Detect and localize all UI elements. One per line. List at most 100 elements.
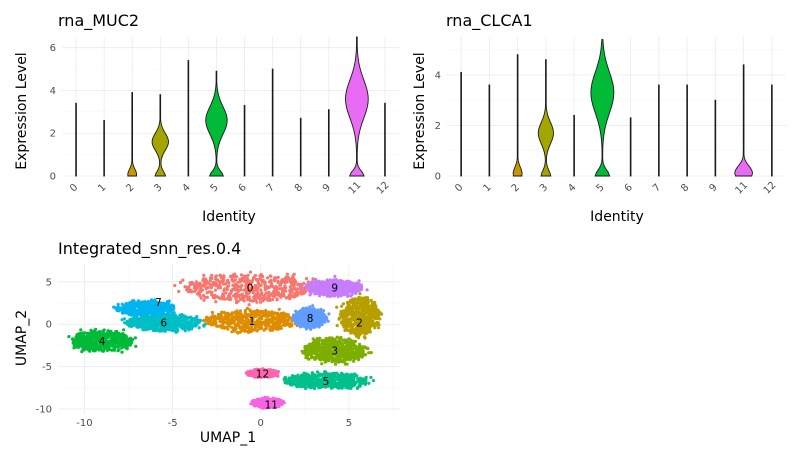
umap-point	[227, 292, 231, 296]
umap-point	[145, 320, 149, 324]
umap-point	[293, 377, 297, 381]
muc2-x-tick-label: 5	[209, 182, 221, 194]
umap-point	[302, 374, 307, 378]
umap-point	[225, 287, 229, 292]
umap-point	[365, 307, 369, 311]
muc2-violin-7	[271, 68, 274, 177]
umap-point	[127, 308, 131, 312]
umap-point	[158, 306, 162, 310]
umap-point	[242, 323, 246, 327]
umap-point	[292, 295, 296, 299]
umap-point	[348, 378, 352, 382]
umap-point	[305, 306, 309, 310]
umap-point	[339, 373, 343, 377]
umap-point	[268, 313, 272, 317]
umap-point	[265, 322, 270, 326]
umap-point	[335, 335, 339, 339]
umap-point	[373, 302, 377, 307]
umap-point	[291, 279, 295, 283]
umap-point	[202, 293, 206, 298]
umap-point	[210, 310, 214, 315]
umap-point	[177, 289, 181, 294]
umap-point	[191, 323, 195, 327]
umap-point	[267, 290, 271, 294]
umap-point	[196, 292, 200, 296]
umap-point	[72, 341, 76, 345]
umap-point	[227, 297, 231, 301]
umap-point	[329, 339, 333, 343]
umap-point	[302, 290, 306, 294]
umap-point	[339, 335, 343, 340]
umap-cluster-6	[120, 311, 207, 334]
umap-point	[112, 337, 117, 342]
umap-point	[343, 362, 347, 366]
umap-point	[295, 385, 299, 389]
umap-point	[230, 312, 234, 316]
umap-point	[318, 372, 322, 376]
umap-cluster-8	[290, 304, 331, 331]
clca1-x-tick-label: 4	[566, 182, 578, 194]
umap-point	[137, 311, 141, 315]
umap-point	[247, 295, 251, 299]
umap-point	[163, 326, 167, 330]
umap-point	[354, 344, 358, 348]
umap-point	[211, 294, 215, 298]
umap-point	[252, 275, 256, 279]
umap-point	[220, 310, 225, 314]
umap-point	[347, 348, 351, 352]
umap-point	[347, 352, 351, 356]
clca1-x-tick-label: 3	[538, 182, 550, 194]
umap-point	[309, 353, 313, 357]
umap-point	[131, 307, 135, 311]
umap-point	[294, 317, 298, 321]
umap-point	[105, 341, 109, 345]
umap-point	[227, 315, 231, 319]
umap-point	[244, 325, 248, 329]
umap-point	[79, 337, 83, 341]
umap-point	[347, 356, 351, 360]
umap-point	[267, 285, 271, 290]
umap-point	[377, 313, 381, 317]
umap-point	[116, 336, 120, 340]
umap-point	[129, 342, 133, 346]
umap-point	[344, 328, 348, 332]
umap-point	[294, 280, 298, 284]
umap-point	[360, 355, 364, 359]
umap-point	[297, 322, 301, 326]
umap-point	[94, 344, 98, 348]
umap-point	[262, 280, 267, 284]
umap-point	[317, 352, 321, 356]
umap-point	[350, 351, 354, 355]
umap-point	[210, 290, 214, 294]
umap-point	[327, 350, 331, 354]
clca1-x-tick-label: 1	[481, 182, 493, 194]
umap-point	[214, 300, 218, 304]
umap-point	[289, 383, 293, 387]
umap-point	[161, 323, 165, 327]
umap-point	[91, 341, 95, 345]
umap-point	[320, 362, 324, 366]
umap-point	[335, 324, 339, 328]
umap-point	[124, 336, 128, 340]
umap-point	[343, 382, 347, 386]
umap-point	[230, 277, 234, 281]
umap-point	[240, 318, 244, 322]
umap-point	[243, 311, 247, 315]
umap-point	[256, 280, 260, 284]
umap-point	[156, 303, 160, 307]
umap-point	[200, 288, 205, 292]
umap-point	[358, 377, 363, 381]
umap-point	[111, 344, 115, 348]
umap-point	[71, 338, 75, 342]
umap-point	[370, 302, 374, 306]
umap-point	[239, 321, 243, 325]
umap-point	[358, 342, 362, 346]
umap-point	[313, 383, 318, 387]
clca1-x-tick-label: 7	[651, 182, 663, 194]
clca1-y-axis-title: Expression Level	[412, 52, 428, 169]
umap-point	[94, 338, 98, 342]
clca1-violin-5	[590, 39, 615, 177]
umap-point	[345, 338, 349, 342]
umap-point	[238, 311, 242, 315]
umap-point	[362, 353, 366, 357]
